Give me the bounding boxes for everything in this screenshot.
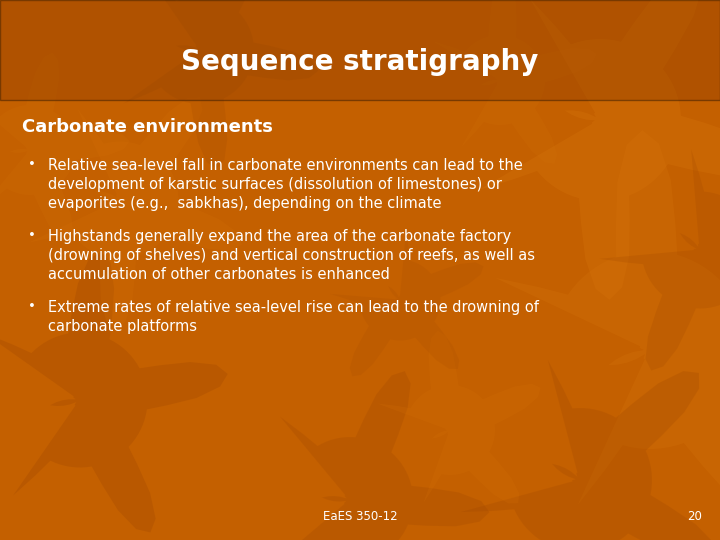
Text: 20: 20 [688,510,703,523]
Polygon shape [460,360,719,540]
Polygon shape [495,130,720,523]
FancyBboxPatch shape [0,0,720,100]
Polygon shape [0,52,130,242]
Polygon shape [0,252,228,532]
Text: Highstands generally expand the area of the carbonate factory
(drowning of shelv: Highstands generally expand the area of … [48,229,535,282]
Polygon shape [124,0,318,169]
Text: •: • [28,229,36,242]
Polygon shape [599,150,720,370]
Text: Relative sea-level fall in carbonate environments can lead to the
development of: Relative sea-level fall in carbonate env… [48,158,523,211]
Text: Sequence stratigraphy: Sequence stratigraphy [181,48,539,76]
Text: EaES 350-12: EaES 350-12 [323,510,397,523]
Polygon shape [330,231,483,376]
Polygon shape [266,371,490,540]
Polygon shape [433,0,597,164]
Polygon shape [29,98,242,330]
Text: Extreme rates of relative sea-level rise can lead to the drowning of
carbonate p: Extreme rates of relative sea-level rise… [48,300,539,334]
Text: •: • [28,300,36,313]
Text: Carbonate environments: Carbonate environments [22,118,273,136]
Polygon shape [479,0,720,300]
Text: •: • [28,158,36,171]
Polygon shape [377,330,541,503]
